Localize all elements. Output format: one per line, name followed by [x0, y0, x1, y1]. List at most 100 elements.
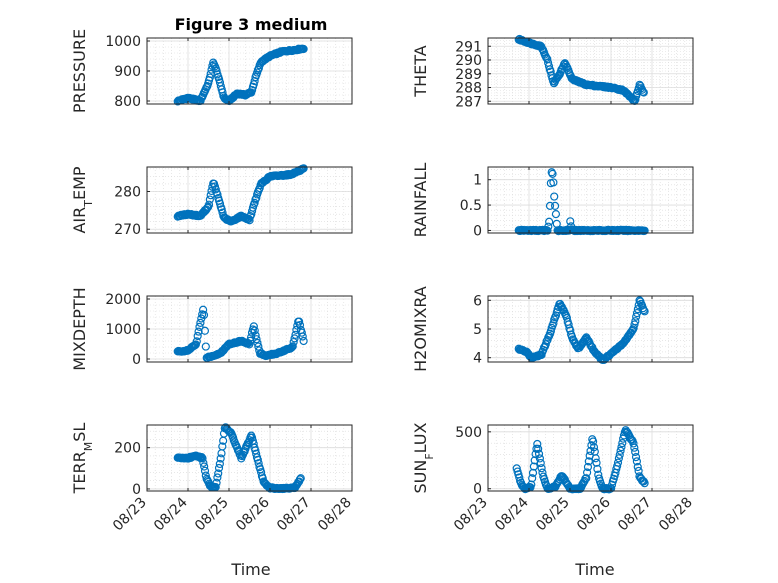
data-point: [545, 201, 555, 210]
panel-rainfall: 0 0.5 1 RAINFALL: [411, 163, 694, 239]
data-point: [618, 439, 627, 448]
y-tick-label: 0.5: [460, 198, 482, 214]
data-point: [216, 454, 225, 463]
data-point: [607, 480, 617, 489]
data-point: [299, 164, 308, 173]
data-point: [205, 195, 214, 204]
data-point: [632, 457, 641, 466]
data-point: [613, 458, 623, 467]
data-point: [289, 337, 298, 347]
data-point: [197, 453, 206, 462]
data-point: [631, 447, 640, 457]
data-point: [193, 331, 202, 341]
data-point: [548, 169, 557, 178]
data-point: [640, 307, 649, 316]
y-tick-label: 800: [114, 94, 141, 110]
plot-area: [147, 167, 352, 233]
data-point: [190, 341, 200, 350]
data-point: [295, 321, 305, 330]
data-point: [616, 446, 625, 455]
y-tick-label: 0: [132, 482, 141, 498]
y-axis-label: PRESSURE: [70, 29, 89, 113]
y-tick-label: 290: [455, 53, 482, 69]
data-point: [299, 44, 308, 54]
data-point: [215, 199, 225, 208]
data-point: [582, 474, 591, 483]
x-axis-label-left: Time: [230, 560, 270, 579]
data-point: [549, 178, 558, 187]
data-point: [554, 72, 563, 81]
y-tick-label: 6: [473, 293, 482, 309]
y-tick-label: 270: [114, 222, 141, 238]
data-point: [200, 326, 210, 335]
data-point: [515, 473, 524, 482]
data-point: [199, 305, 208, 314]
data-point: [593, 464, 602, 474]
data-point: [252, 335, 261, 344]
data-point: [640, 479, 649, 488]
axes-box: [487, 424, 694, 492]
data-point: [613, 462, 622, 471]
data-point: [537, 464, 546, 473]
data-point: [631, 317, 640, 326]
axes-box: [487, 37, 694, 105]
x-axis-label-right: Time: [574, 560, 614, 579]
data-point: [639, 88, 648, 97]
y-tick-label: 200: [114, 441, 141, 457]
y-tick-label: 1: [473, 173, 482, 189]
data-point: [545, 217, 554, 226]
axes-box: [487, 166, 694, 234]
y-tick-label: 0: [473, 223, 482, 239]
y-tick-label: 5: [473, 322, 482, 338]
y-tick-label: 289: [455, 67, 482, 83]
data-point: [254, 342, 263, 351]
data-point: [630, 443, 639, 452]
y-tick-label: 280: [114, 185, 141, 201]
data-point: [294, 317, 304, 326]
y-axis-label: SUNFLUX: [411, 422, 436, 493]
y-axis-label: MIXDEPTH: [70, 287, 89, 370]
data-point: [533, 439, 542, 449]
data-point: [640, 226, 649, 235]
data-point: [201, 342, 210, 351]
data-point: [638, 87, 648, 96]
data-point: [215, 459, 224, 469]
data-point: [591, 454, 600, 463]
data-point: [541, 340, 550, 349]
data-point: [192, 337, 201, 346]
data-point: [295, 475, 305, 484]
data-point: [214, 463, 224, 473]
y-tick-label: 287: [455, 94, 482, 110]
data-point: [542, 53, 551, 63]
panel-mixdepth: 0 1000 2000 MIXDEPTH: [70, 287, 353, 371]
data-point: [290, 334, 299, 343]
data-point: [550, 201, 560, 210]
y-tick-label: 1000: [105, 34, 141, 50]
axes-box: [146, 424, 353, 492]
data-point: [544, 61, 554, 71]
data-point: [633, 462, 642, 472]
y-axis-label: AIRTEMP: [70, 166, 95, 233]
data-point: [250, 326, 259, 335]
panel-air-temp: 270 280 AIRTEMP: [70, 164, 353, 238]
data-point: [566, 217, 575, 226]
data-point: [288, 342, 297, 351]
data-point: [589, 443, 599, 452]
data-point: [544, 222, 553, 231]
data-point: [528, 474, 537, 483]
data-point: [584, 457, 593, 466]
panel-h2omixra: 4 5 6 H2OMIXRA: [411, 286, 694, 372]
data-point: [534, 449, 544, 458]
data-point: [535, 454, 544, 463]
data-point: [558, 473, 568, 482]
data-point: [552, 479, 562, 488]
data-point: [298, 332, 307, 341]
data-point: [632, 308, 642, 318]
data-point: [534, 444, 543, 454]
data-point: [296, 474, 305, 483]
data-point: [512, 464, 521, 473]
data-point: [200, 466, 210, 475]
data-point: [199, 310, 209, 320]
